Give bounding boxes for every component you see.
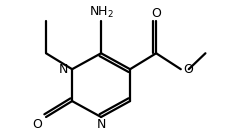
Text: O: O	[32, 118, 42, 132]
Text: N: N	[96, 118, 106, 132]
Text: NH$_2$: NH$_2$	[88, 5, 114, 20]
Text: O: O	[151, 7, 161, 20]
Text: O: O	[184, 63, 194, 76]
Text: N: N	[59, 63, 69, 76]
